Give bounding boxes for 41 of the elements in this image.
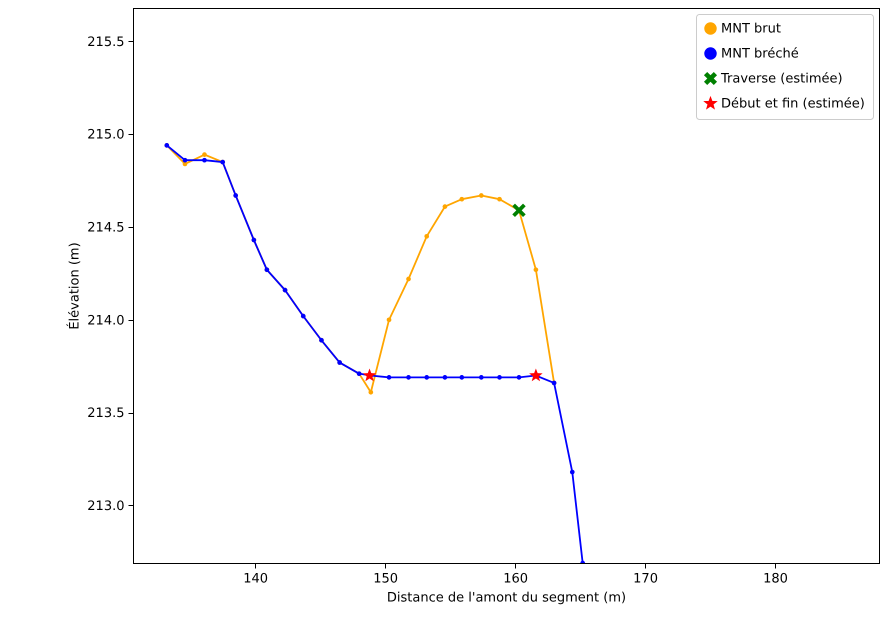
point (182, 158, 188, 163)
point (386, 375, 392, 380)
legend-label: MNT bréché (721, 46, 799, 62)
point (442, 204, 448, 209)
point (406, 375, 411, 380)
x-tick-label: 140 (243, 572, 268, 586)
legend-label: Début et fin (estimée) (721, 96, 865, 112)
legend-label: Traverse (estimée) (720, 72, 843, 86)
point (570, 470, 575, 474)
y-tick-label: 213.5 (87, 406, 124, 422)
point (459, 196, 464, 202)
point (386, 318, 392, 322)
x-tick-label: 150 (373, 572, 398, 586)
x-tick-label: 160 (503, 572, 528, 586)
point (497, 196, 502, 202)
point (534, 267, 538, 272)
point (478, 193, 484, 198)
point (424, 234, 430, 239)
x-axis-title: Distance de l'amont du segment (m) (386, 590, 626, 606)
point (442, 375, 448, 380)
point (516, 375, 522, 380)
y-tick-label: 214.0 (87, 313, 124, 328)
x-tick-label: 180 (763, 572, 788, 586)
point (202, 158, 207, 163)
legend-label: MNT brut (721, 22, 781, 36)
point (497, 375, 502, 380)
y-tick-label: 213.0 (87, 498, 124, 514)
x-tick-label: 170 (633, 572, 658, 586)
point (368, 390, 374, 395)
point (512, 204, 526, 218)
y-tick-label: 215.5 (87, 34, 124, 50)
point (424, 375, 430, 380)
point (478, 375, 484, 380)
point (362, 368, 376, 382)
point (202, 152, 207, 157)
point (459, 375, 464, 380)
point (406, 276, 411, 282)
point (529, 368, 543, 382)
y-tick-label: 215.0 (87, 128, 124, 143)
y-tick-label: 214.5 (87, 220, 124, 236)
y-axis-title: Élévation (m) (65, 242, 82, 330)
